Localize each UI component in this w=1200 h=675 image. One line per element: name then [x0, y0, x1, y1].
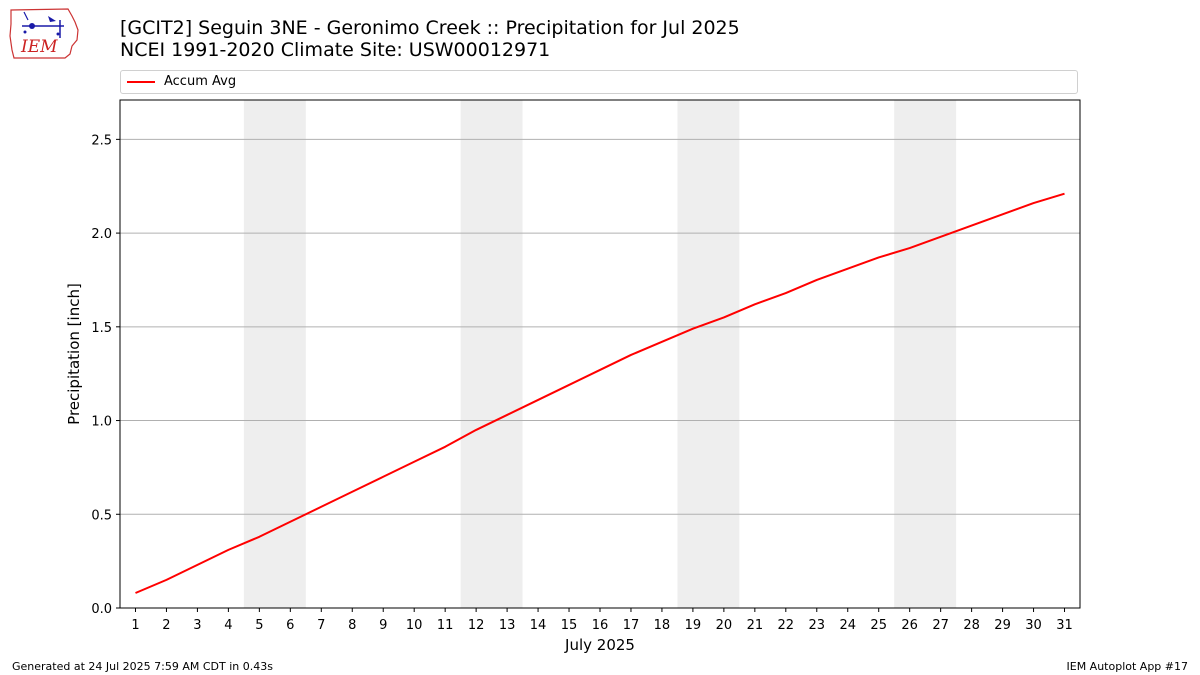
iowa-outline-icon [9, 8, 79, 59]
x-tick-label: 24 [839, 618, 856, 633]
weekend-shade-2 [460, 100, 523, 608]
x-tick-label: 14 [530, 618, 547, 633]
legend: Accum Avg [120, 70, 1078, 94]
title-line-1: [GCIT2] Seguin 3NE - Geronimo Creek :: P… [120, 17, 740, 39]
weekend-shade-1 [243, 100, 306, 608]
iem-logo-text: IEM [20, 37, 58, 57]
legend-label-accum-avg: Accum Avg [164, 74, 237, 89]
x-tick-label: 5 [255, 618, 263, 633]
x-tick-label: 4 [224, 618, 232, 633]
weekend-shade-3 [677, 100, 740, 608]
x-tick-label: 26 [901, 618, 918, 633]
x-tick-label: 17 [623, 618, 640, 633]
x-tick-label: 27 [932, 618, 949, 633]
x-tick-label: 10 [406, 618, 423, 633]
x-tick-label: 20 [716, 618, 733, 633]
x-tick-label: 7 [317, 618, 325, 633]
legend-swatch-accum-avg [127, 81, 155, 83]
x-tick-label: 18 [654, 618, 671, 633]
x-tick-label: 6 [286, 618, 294, 633]
x-tick-label: 13 [499, 618, 516, 633]
y-axis-label: Precipitation [inch] [65, 283, 83, 425]
iem-logo: IEM [8, 6, 80, 60]
x-tick-label: 16 [592, 618, 609, 633]
x-axis-label: July 2025 [564, 636, 635, 654]
chart-title: [GCIT2] Seguin 3NE - Geronimo Creek :: P… [120, 17, 740, 61]
x-tick-label: 9 [379, 618, 387, 633]
generated-timestamp: Generated at 24 Jul 2025 7:59 AM CDT in … [12, 660, 273, 673]
x-tick-label: 23 [809, 618, 826, 633]
x-tick-label: 21 [747, 618, 764, 633]
y-tick-label: 1.0 [91, 415, 112, 430]
x-tick-label: 28 [963, 618, 980, 633]
weekend-shade-4 [894, 100, 957, 608]
x-tick-label: 2 [162, 618, 170, 633]
x-tick-label: 30 [1025, 618, 1042, 633]
title-line-2: NCEI 1991-2020 Climate Site: USW00012971 [120, 39, 551, 61]
y-tick-label: 1.5 [91, 321, 112, 336]
x-tick-label: 12 [468, 618, 485, 633]
x-tick-label: 22 [778, 618, 795, 633]
x-tick-label: 1 [131, 618, 139, 633]
x-tick-label: 11 [437, 618, 454, 633]
x-tick-label: 15 [561, 618, 578, 633]
x-tick-label: 31 [1056, 618, 1073, 633]
x-tick-label: 25 [870, 618, 887, 633]
y-tick-label: 0.5 [91, 508, 112, 523]
y-tick-label: 2.5 [91, 133, 112, 148]
app-credit: IEM Autoplot App #17 [1066, 660, 1189, 673]
x-tick-label: 29 [994, 618, 1011, 633]
y-tick-label: 2.0 [91, 227, 112, 242]
x-tick-label: 19 [685, 618, 702, 633]
y-tick-label: 0.0 [91, 602, 112, 617]
x-tick-label: 3 [193, 618, 201, 633]
x-tick-label: 8 [348, 618, 356, 633]
